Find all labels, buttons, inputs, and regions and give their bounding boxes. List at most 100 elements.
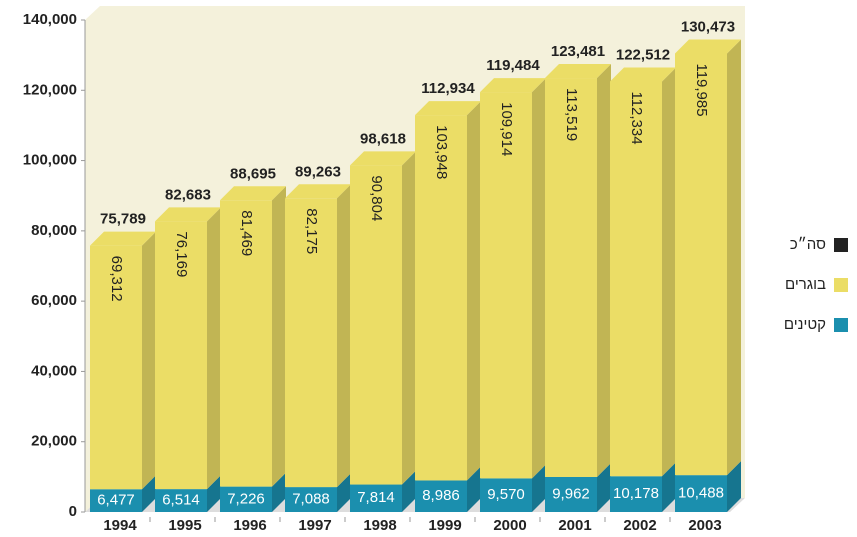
bar-side bbox=[207, 207, 221, 490]
bar-top bbox=[480, 78, 546, 93]
value-label: 103,948 bbox=[433, 125, 450, 179]
value-label: 109,914 bbox=[498, 102, 515, 156]
bar-segment bbox=[285, 198, 337, 488]
bar-segment bbox=[155, 489, 207, 512]
x-tick-label: 2003 bbox=[688, 517, 721, 534]
bar-top bbox=[415, 101, 481, 116]
value-label: 6,477 bbox=[97, 492, 135, 509]
value-label: 7,226 bbox=[227, 490, 265, 507]
value-label: 113,519 bbox=[563, 88, 580, 141]
bar-top bbox=[90, 231, 156, 246]
bar-side bbox=[142, 231, 156, 490]
bar-side bbox=[272, 186, 286, 487]
bar-segment bbox=[480, 92, 532, 479]
total-label: 88,695 bbox=[230, 165, 276, 182]
total-label: 89,263 bbox=[295, 163, 341, 180]
bar-segment bbox=[415, 480, 467, 512]
bar-segment bbox=[675, 475, 727, 512]
bar-side bbox=[467, 101, 481, 481]
bar-top bbox=[350, 151, 416, 166]
bar-segment bbox=[415, 115, 467, 481]
value-label: 7,088 bbox=[292, 491, 330, 508]
value-label: 112,334 bbox=[628, 91, 645, 144]
value-label: 10,178 bbox=[613, 485, 659, 502]
total-label: 130,473 bbox=[681, 18, 735, 35]
y-tick-label: 100,000 bbox=[23, 152, 77, 169]
bar-top bbox=[675, 39, 741, 54]
bar-side bbox=[532, 464, 546, 512]
value-label: 76,169 bbox=[173, 231, 190, 277]
bar-side bbox=[662, 67, 676, 477]
value-label: 9,570 bbox=[487, 486, 525, 503]
total-label: 75,789 bbox=[100, 211, 146, 228]
bar-side bbox=[272, 472, 286, 512]
bar-segment bbox=[90, 489, 142, 512]
y-tick-label: 140,000 bbox=[23, 11, 77, 28]
bar-segment bbox=[480, 478, 532, 512]
total-label: 122,512 bbox=[616, 46, 670, 63]
bar-segment bbox=[610, 476, 662, 512]
total-label: 82,683 bbox=[165, 186, 211, 203]
value-label: 9,962 bbox=[552, 485, 590, 502]
bar-segment bbox=[545, 78, 597, 477]
x-tick-label: 2000 bbox=[493, 517, 526, 534]
y-tick-label: 60,000 bbox=[31, 292, 77, 309]
bar-side bbox=[402, 470, 416, 512]
bar-side bbox=[597, 64, 611, 477]
bar-segment bbox=[350, 484, 402, 512]
bar-side bbox=[142, 475, 156, 512]
bar-segment bbox=[350, 165, 402, 485]
bar-side bbox=[727, 39, 741, 476]
value-label: 81,469 bbox=[238, 210, 255, 256]
x-tick-label: 1998 bbox=[363, 517, 396, 534]
total-label: 98,618 bbox=[360, 130, 406, 147]
x-tick-label: 1999 bbox=[428, 517, 461, 534]
x-tick-label: 1995 bbox=[168, 517, 201, 534]
x-tick-label: 2002 bbox=[623, 517, 656, 534]
bar-top bbox=[155, 207, 221, 222]
value-label: 7,814 bbox=[357, 489, 395, 506]
legend-label: בוגרים bbox=[785, 276, 826, 293]
bar-segment bbox=[220, 486, 272, 512]
bar-segment bbox=[545, 476, 597, 512]
bar-side bbox=[337, 184, 351, 488]
y-tick-label: 80,000 bbox=[31, 222, 77, 239]
bar-side bbox=[207, 475, 221, 512]
x-tick-label: 1994 bbox=[103, 517, 137, 534]
legend-label: סה״כ bbox=[790, 236, 826, 253]
y-tick-label: 20,000 bbox=[31, 433, 77, 450]
bar-side bbox=[337, 473, 351, 512]
bar-segment bbox=[220, 200, 272, 487]
value-label: 10,488 bbox=[678, 485, 724, 502]
bar-top bbox=[545, 64, 611, 79]
total-label: 112,934 bbox=[421, 80, 475, 97]
bar-top bbox=[220, 186, 286, 201]
value-label: 8,986 bbox=[422, 487, 460, 504]
value-label: 82,175 bbox=[303, 208, 320, 254]
legend-label: קטינים bbox=[784, 316, 826, 333]
value-label: 119,985 bbox=[693, 63, 710, 116]
value-label: 69,312 bbox=[108, 256, 125, 302]
bar-side bbox=[467, 466, 481, 512]
y-tick-label: 0 bbox=[69, 503, 77, 520]
bar-segment bbox=[610, 81, 662, 477]
total-label: 123,481 bbox=[551, 43, 605, 60]
legend-swatch bbox=[834, 238, 848, 252]
bar-segment bbox=[155, 221, 207, 490]
bar-side bbox=[532, 78, 546, 479]
value-label: 90,804 bbox=[368, 175, 385, 221]
bar-top bbox=[285, 184, 351, 199]
bar-segment bbox=[90, 245, 142, 490]
bar-side bbox=[662, 462, 676, 512]
x-tick-label: 1997 bbox=[298, 517, 331, 534]
x-tick-label: 1996 bbox=[233, 517, 266, 534]
bar-side bbox=[727, 461, 741, 512]
value-label: 6,514 bbox=[162, 492, 200, 509]
bar-segment bbox=[675, 53, 727, 476]
y-tick-label: 40,000 bbox=[31, 362, 77, 379]
legend-swatch bbox=[834, 278, 848, 292]
legend-swatch bbox=[834, 318, 848, 332]
x-tick-label: 2001 bbox=[558, 517, 591, 534]
bar-side bbox=[402, 151, 416, 485]
